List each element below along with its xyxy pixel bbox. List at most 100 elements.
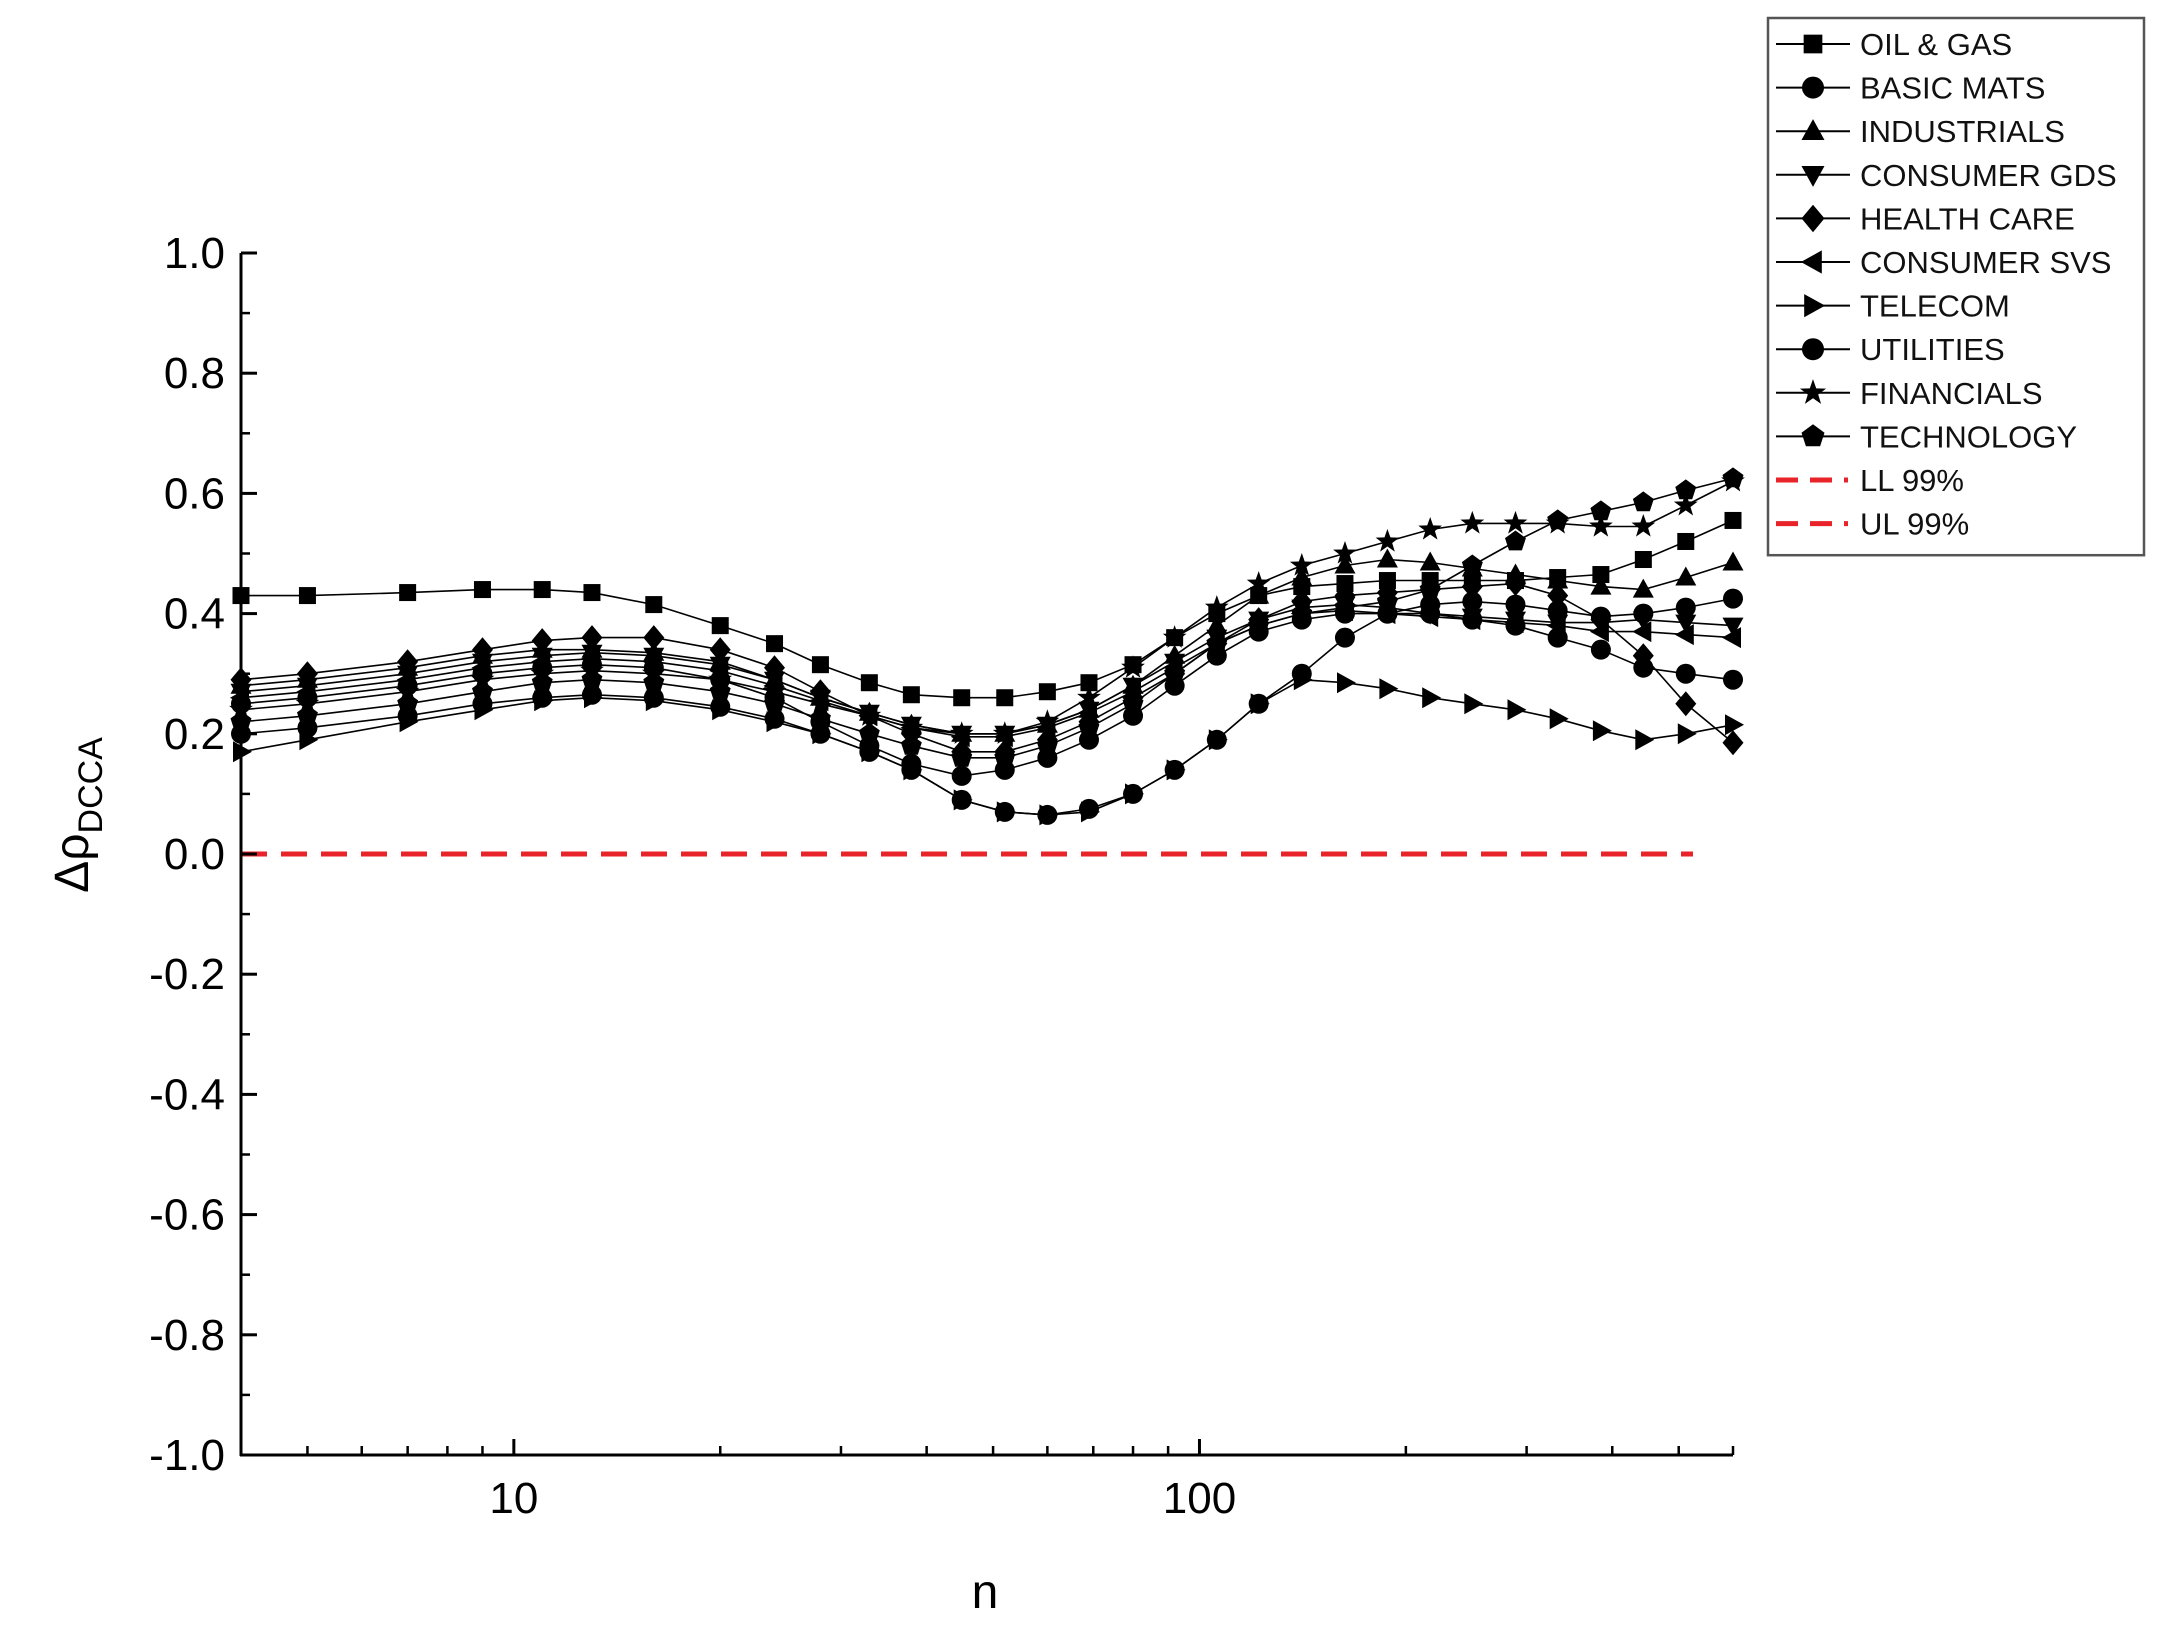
data-point (1589, 514, 1613, 537)
data-point (860, 674, 878, 692)
data-point (951, 789, 972, 810)
legend-swatch-marker (1802, 76, 1824, 99)
legend-swatch-marker (1802, 338, 1824, 361)
legend-swatch-marker (1804, 294, 1826, 318)
legend-label: OIL & GAS (1860, 27, 2012, 62)
data-point (1675, 614, 1697, 634)
data-point (1248, 614, 1270, 635)
data-point (764, 655, 785, 681)
data-point (581, 648, 600, 670)
data-point (1505, 530, 1526, 551)
data-point (1631, 514, 1656, 537)
data-point (1722, 551, 1744, 571)
data-point (1590, 639, 1611, 660)
data-point (1635, 729, 1655, 751)
data-point (953, 689, 971, 707)
data-point (1677, 723, 1697, 745)
legend-label: HEALTH CARE (1860, 201, 2075, 236)
data-point (1464, 693, 1484, 715)
data-point (1206, 614, 1228, 634)
data-point (1334, 627, 1355, 648)
x-tick-label: 100 (1163, 1474, 1236, 1523)
legend-label: UTILITIES (1860, 332, 2005, 367)
data-point (1590, 606, 1611, 627)
data-point (1289, 553, 1314, 576)
data-point (1547, 600, 1568, 621)
data-point (581, 684, 602, 705)
data-point (766, 635, 784, 653)
legend-swatch-marker (1801, 204, 1825, 233)
data-point (1461, 574, 1483, 600)
data-point (1122, 692, 1144, 713)
legend-label: FINANCIALS (1860, 376, 2043, 411)
data-point (709, 637, 731, 663)
data-point (1123, 783, 1144, 804)
data-point (1248, 693, 1269, 714)
legend-label: LL 99% (1860, 463, 1964, 498)
data-point (643, 687, 664, 708)
data-point (1504, 612, 1524, 634)
data-point (472, 637, 493, 663)
data-point (1037, 804, 1058, 825)
data-point (1592, 720, 1612, 742)
data-point (1337, 672, 1356, 694)
y-tick-label: -0.6 (149, 1191, 225, 1240)
data-point (951, 746, 973, 767)
data-point (1632, 491, 1654, 512)
axes: -1.0 -0.8 -0.6 -0.4 -0.2 0.0 0.2 0.4 0.6 0.8 1.0 10… (149, 229, 1735, 1523)
data-point (1334, 554, 1356, 574)
data-point (473, 581, 491, 599)
data-point (1078, 716, 1100, 737)
legend-label: CONSUMER GDS (1860, 158, 2117, 193)
data-point (643, 671, 665, 692)
data-point (397, 649, 419, 675)
data-point (810, 707, 831, 728)
y-tick-label: 0.0 (164, 830, 225, 879)
data-point (859, 741, 880, 762)
legend-label: CONSUMER SVS (1860, 245, 2111, 280)
data-point (1078, 702, 1097, 724)
legend-label: INDUSTRIALS (1860, 114, 2065, 149)
data-point (1722, 617, 1744, 637)
data-point (1422, 687, 1442, 709)
data-point (762, 679, 787, 702)
data-point (531, 671, 553, 692)
data-point (1419, 578, 1441, 599)
data-point (1418, 517, 1442, 540)
x-axis-label: n (972, 1566, 999, 1619)
data-point (296, 661, 318, 687)
data-point (472, 680, 493, 701)
data-point (298, 587, 316, 605)
data-point (1546, 615, 1566, 637)
data-point (711, 617, 729, 635)
data-point (1725, 714, 1744, 736)
y-tick-label: 0.6 (164, 469, 225, 518)
data-point (399, 584, 417, 602)
y-tick-label: 1.0 (164, 229, 225, 278)
data-point (1547, 509, 1569, 530)
legend-swatch-marker (1803, 34, 1823, 54)
y-axis-label: ΔρDCCA (46, 737, 110, 893)
legend-swatch-marker (1801, 119, 1825, 140)
data-point (899, 715, 924, 738)
data-point (1633, 603, 1654, 624)
data-point (1462, 591, 1483, 612)
data-point (1632, 643, 1654, 669)
data-point (1634, 551, 1652, 569)
series-lines (240, 477, 1734, 816)
data-point (1460, 510, 1485, 534)
data-point (1549, 708, 1569, 730)
data-point (1590, 575, 1612, 595)
data-point (395, 679, 420, 702)
data-point (1724, 511, 1742, 529)
data-point (764, 708, 785, 729)
legend-box (1766, 16, 2146, 557)
data-point (808, 691, 833, 714)
data-point (1505, 594, 1526, 615)
data-point (581, 668, 603, 689)
data-point (1038, 683, 1056, 701)
data-point (531, 628, 553, 654)
data-point (296, 681, 316, 703)
data-point (1632, 578, 1654, 598)
